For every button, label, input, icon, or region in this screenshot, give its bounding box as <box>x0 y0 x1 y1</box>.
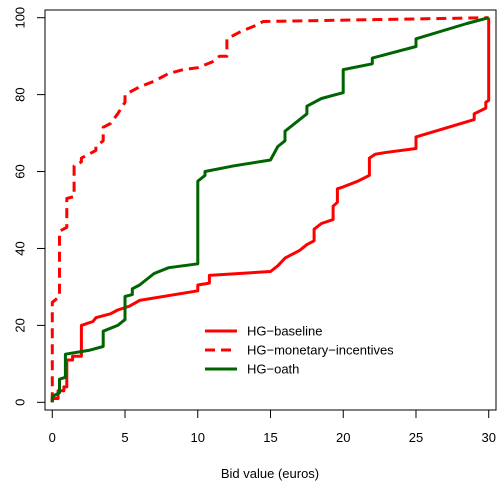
x-tick-label: 20 <box>336 430 350 445</box>
x-tick-label: 5 <box>121 430 128 445</box>
series-line-2 <box>50 16 490 403</box>
x-axis: 0 5 10 15 20 25 30 <box>49 409 496 445</box>
legend-label: HG−monetary−incentives <box>247 343 394 358</box>
series-line-0 <box>50 17 491 403</box>
legend-label: HG−oath <box>247 362 299 377</box>
x-tick-label: 30 <box>481 430 495 445</box>
y-tick-label: 100 <box>13 7 28 29</box>
y-tick-label: 80 <box>13 87 28 101</box>
x-tick-label: 0 <box>49 430 56 445</box>
series-layer <box>50 16 491 403</box>
x-tick-label: 25 <box>409 430 423 445</box>
x-axis-label: Bid value (euros) <box>221 466 319 481</box>
y-tick-label: 0 <box>13 399 28 406</box>
x-tick-label: 15 <box>263 430 277 445</box>
y-axis: 0 20 40 60 80 100 <box>13 7 46 406</box>
y-tick-label: 40 <box>13 241 28 255</box>
y-tick-label: 60 <box>13 164 28 178</box>
legend: HG−baseline HG−monetary−incentives HG−oath <box>205 324 394 377</box>
y-tick-label: 20 <box>13 318 28 332</box>
x-tick-label: 10 <box>191 430 205 445</box>
series-line-1 <box>50 16 489 403</box>
legend-label: HG−baseline <box>247 324 323 339</box>
